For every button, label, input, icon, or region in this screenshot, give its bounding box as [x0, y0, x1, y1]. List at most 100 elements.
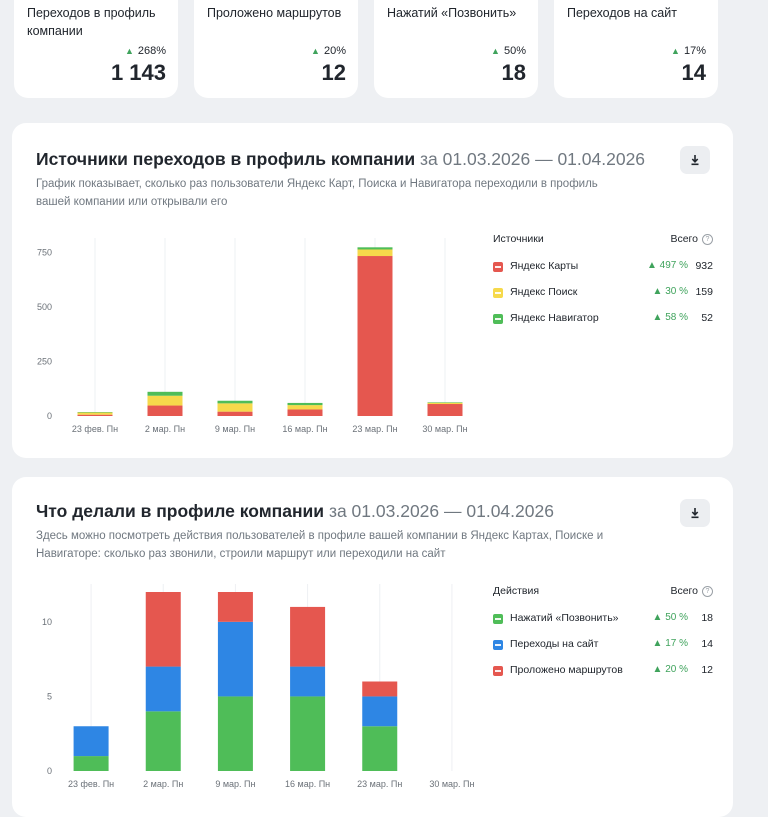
- legend-item-yandex-search[interactable]: Яндекс Поиск ▲ 30 % 159: [493, 283, 713, 309]
- panel-title: Что делали в профиле компании за 01.03.2…: [36, 501, 554, 521]
- actions-panel: Что делали в профиле компании за 01.03.2…: [12, 477, 733, 817]
- y-tick-label: 5: [47, 691, 52, 701]
- checkbox-icon[interactable]: [493, 262, 503, 272]
- kpi-card-routes[interactable]: Проложено маршрутов ▲ 20% 12: [194, 0, 358, 98]
- kpi-card-calls[interactable]: Нажатий «Позвонить» ▲ 50% 18: [374, 0, 538, 98]
- kpi-card-site-visits[interactable]: Переходов на сайт ▲ 17% 14: [554, 0, 718, 98]
- bar-segment: [290, 666, 326, 697]
- checkbox-icon[interactable]: [493, 314, 503, 324]
- x-tick-label: 23 мар. Пн: [352, 424, 397, 434]
- legend-item-label: Яндекс Карты: [510, 260, 579, 272]
- bar-segment: [427, 402, 463, 405]
- bar-segment: [147, 395, 183, 406]
- trend-up-icon: ▲: [652, 664, 666, 675]
- legend-item-total: 18: [701, 612, 713, 624]
- bar-segment: [287, 409, 323, 416]
- legend-item-label: Переходы на сайт: [510, 638, 599, 650]
- x-tick-label: 16 мар. Пн: [282, 424, 327, 434]
- legend-item-label: Нажатий «Позвонить»: [510, 612, 619, 624]
- kpi-delta: ▲ 17%: [671, 45, 706, 57]
- checkbox-icon[interactable]: [493, 288, 503, 298]
- y-tick-label: 0: [47, 766, 52, 776]
- kpi-value: 18: [501, 60, 526, 85]
- download-button[interactable]: [680, 146, 710, 174]
- legend-item-label: Яндекс Навигатор: [510, 312, 599, 324]
- legend-item-site-visits[interactable]: Переходы на сайт ▲ 17 % 14: [493, 635, 713, 661]
- legend-item-delta: ▲ 50 %: [652, 612, 688, 623]
- bar-segment: [145, 666, 181, 712]
- bar-segment: [145, 592, 181, 667]
- trend-up-icon: ▲: [491, 46, 500, 56]
- x-tick-label: 23 мар. Пн: [357, 779, 402, 789]
- bar-segment: [362, 726, 398, 771]
- trend-up-icon: ▲: [646, 260, 660, 271]
- bar-segment: [77, 412, 113, 413]
- kpi-delta: ▲ 50%: [491, 45, 526, 57]
- legend-item-routes[interactable]: Проложено маршрутов ▲ 20 % 12: [493, 661, 713, 687]
- bar-segment: [290, 696, 326, 771]
- bar-segment: [427, 404, 463, 416]
- download-icon: [691, 155, 699, 166]
- panel-description: Здесь можно посмотреть действия пользова…: [36, 530, 604, 560]
- bar-segment: [290, 606, 326, 667]
- legend-item-yandex-maps[interactable]: Яндекс Карты ▲ 497 % 932: [493, 257, 713, 283]
- kpi-value: 1 143: [110, 60, 166, 85]
- download-button[interactable]: [680, 499, 710, 527]
- legend-item-yandex-navigator[interactable]: Яндекс Навигатор ▲ 58 % 52: [493, 309, 713, 335]
- checkbox-icon[interactable]: [493, 614, 503, 624]
- bar-segment: [147, 405, 183, 416]
- bar-segment: [217, 400, 253, 404]
- help-icon[interactable]: ?: [702, 586, 713, 597]
- bar-segment: [362, 681, 398, 697]
- legend-item-total: 12: [701, 664, 713, 676]
- panel-title: Источники переходов в профиль компании з…: [36, 149, 646, 169]
- bar-segment: [362, 696, 398, 727]
- bar-segment: [287, 405, 323, 410]
- bar-segment: [217, 696, 253, 771]
- bar-segment: [217, 621, 253, 697]
- legend-item-delta: ▲ 497 %: [646, 260, 688, 271]
- panel-period: за 01.03.2026 — 01.04.2026: [328, 501, 554, 521]
- x-tick-label: 9 мар. Пн: [215, 779, 255, 789]
- actions-bar-chart: 0 5 10 23 фев. Пн 2 мар. Пн 9 мар. Пн 16 мар. …: [42, 584, 475, 789]
- bar-segment: [77, 412, 113, 415]
- y-tick-label: 10: [42, 617, 52, 627]
- legend-item-label: Яндекс Поиск: [510, 286, 578, 298]
- kpi-card-profile-visits[interactable]: Переходов в профиль компании ▲ 268% 1 143: [14, 0, 178, 98]
- legend-item-delta: ▲ 58 %: [652, 312, 688, 323]
- legend-item-total: 52: [701, 312, 713, 324]
- legend-item-calls[interactable]: Нажатий «Позвонить» ▲ 50 % 18: [493, 609, 713, 635]
- trend-up-icon: ▲: [124, 46, 134, 56]
- legend-item-label: Проложено маршрутов: [510, 664, 623, 676]
- kpi-value: 14: [681, 60, 706, 85]
- legend-item-delta: ▲ 20 %: [652, 664, 688, 675]
- help-icon[interactable]: ?: [702, 234, 713, 245]
- sources-panel: Источники переходов в профиль компании з…: [12, 123, 733, 458]
- y-tick-label: 500: [37, 302, 52, 312]
- checkbox-icon[interactable]: [493, 640, 503, 650]
- bar-segment: [77, 414, 113, 416]
- legend-header-label: Источники: [493, 233, 544, 245]
- legend-header: Источники Всего?: [493, 233, 713, 249]
- kpi-label: Проложено маршрутов: [207, 6, 342, 20]
- legend-header: Действия Всего?: [493, 585, 713, 601]
- legend-header-total: Всего?: [670, 233, 713, 245]
- checkbox-icon[interactable]: [493, 666, 503, 676]
- bar-segment: [145, 711, 181, 771]
- trend-up-icon: ▲: [652, 638, 666, 649]
- bar-segment: [217, 403, 253, 412]
- sources-bar-chart: 0 250 500 750 23 фев. Пн 2 мар. Пн 9 мар. Пн 16…: [37, 238, 468, 434]
- x-tick-label: 23 фев. Пн: [68, 779, 114, 789]
- x-tick-label: 2 мар. Пн: [143, 779, 183, 789]
- sources-legend: Источники Всего? Яндекс Карты ▲ 497 % 93…: [493, 233, 713, 335]
- bar-segment: [427, 402, 463, 403]
- kpi-label: Нажатий «Позвонить»: [387, 6, 517, 20]
- legend-item-delta: ▲ 17 %: [652, 638, 688, 649]
- bar-segment: [147, 391, 183, 396]
- legend-item-total: 14: [701, 638, 713, 650]
- bar-segment: [217, 592, 253, 622]
- bar-segment: [287, 402, 323, 406]
- trend-up-icon: ▲: [652, 286, 666, 297]
- x-tick-label: 30 мар. Пн: [429, 779, 474, 789]
- kpi-label: Переходов в профиль компании: [27, 6, 156, 38]
